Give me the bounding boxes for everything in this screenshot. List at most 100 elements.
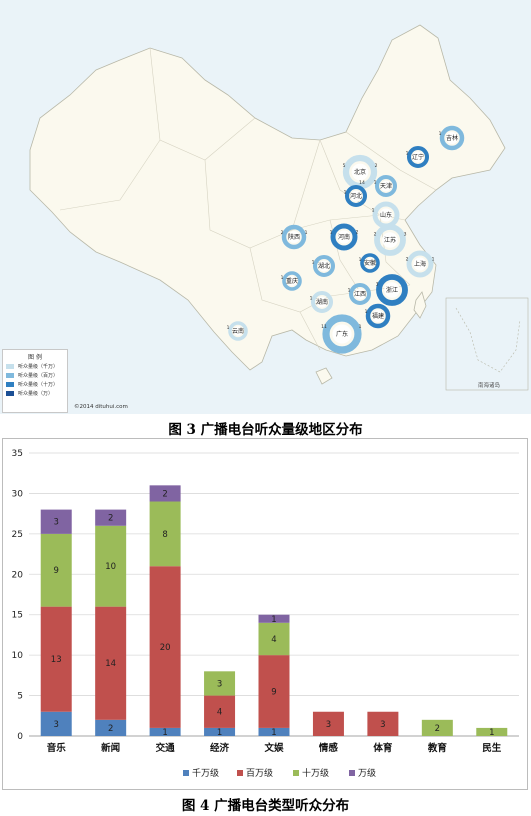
bar-segment (149, 566, 181, 728)
region-count-label: 11 (321, 324, 327, 330)
region-label: 湖南 (316, 298, 328, 306)
south-sea-dashline (455, 307, 521, 373)
genre-audience-chart: 0 5 10 15 20 25 30 35 3 13 9 3 2 14 10 2 1 20 8 2 1 4 3 1 9 4 1 3 3 2… (2, 438, 528, 790)
donut-ring (348, 282, 372, 306)
donut-hole (337, 230, 351, 244)
region-label: 重庆 (286, 277, 298, 285)
bar-segment (258, 614, 290, 623)
x-category-label: 音乐 (47, 742, 67, 754)
region-count-label: 1 (305, 230, 308, 236)
region-count-label: 2 (375, 163, 378, 169)
region-label: 河南 (338, 233, 350, 241)
bar-data-label: 20 (160, 643, 171, 653)
donut-hole (332, 324, 352, 344)
region-marker: 吉林 1 (439, 125, 465, 151)
region-count-label: 1 (359, 257, 362, 263)
donut-ring (439, 125, 465, 151)
bar-data-label: 3 (380, 720, 385, 730)
bar-data-label: 8 (162, 530, 167, 540)
region-label: 广东 (336, 330, 348, 338)
region-label: 陕西 (288, 233, 300, 241)
region-marker: 湖北1 (312, 254, 336, 278)
y-tick-label: 20 (12, 570, 24, 580)
region-marker: 陕西 2 1 (281, 224, 308, 250)
bar-data-label: 13 (51, 655, 62, 665)
bar-data-label: 1 (217, 728, 222, 738)
region-count-label: 14 (359, 180, 365, 186)
donut-ring (406, 145, 430, 169)
y-tick-label: 15 (12, 611, 23, 621)
region-marker: 江西1 (348, 282, 372, 306)
region-count-label: 1 (312, 260, 315, 266)
region-marker: 河北1 (344, 184, 368, 208)
legend-swatch (183, 770, 189, 776)
donut-hole (446, 132, 458, 144)
map-legend-label: 听众量级（千万） (18, 364, 59, 370)
donut-hole (384, 282, 400, 298)
region-count-label: 2 (406, 257, 409, 263)
region-count-label: 1 (344, 190, 347, 196)
donut-ring (360, 253, 380, 273)
donut-hole (351, 163, 369, 181)
map-legend-label: 听众量级（百万） (18, 373, 59, 379)
region-count-label: 1 (281, 275, 284, 281)
bar-segment (367, 711, 399, 736)
legend-label: 十万级 (302, 767, 329, 779)
region-label: 天津 (380, 183, 392, 190)
bar-segment (95, 719, 127, 736)
y-tick-label: 10 (12, 651, 24, 661)
x-category-label: 情感 (318, 742, 339, 754)
region-label: 福建 (372, 312, 384, 320)
region-marker: 辽宁1 (406, 145, 430, 169)
x-category-label: 新闻 (101, 742, 120, 754)
map-legend-title: 图 例 (28, 354, 42, 361)
region-label: 河北 (350, 192, 362, 200)
x-category-label: 教育 (427, 742, 448, 754)
chart-legend: 千万级 百万级 十万级 万级 (183, 767, 376, 779)
bar-segment (40, 711, 72, 736)
x-category-label: 文娱 (263, 742, 284, 754)
region-label: 吉林 (446, 134, 458, 142)
south-sea-inset (445, 297, 529, 391)
donut-ring (374, 224, 406, 256)
bar-data-label: 10 (105, 562, 116, 572)
donut-ring (228, 321, 248, 341)
map-legend-item: 听众量级（千万） (6, 363, 64, 370)
bar-data-label: 9 (54, 566, 59, 576)
bar-segment (204, 727, 236, 736)
bar-segment (40, 533, 72, 607)
region-label: 浙江 (386, 286, 398, 294)
bar-segment (95, 606, 127, 720)
bar-segment (421, 719, 453, 736)
region-marker: 安徽1 (359, 253, 380, 273)
region-count-label: 1 (372, 208, 375, 214)
bar-data-label: 1 (162, 728, 167, 738)
donut-ring (376, 274, 408, 306)
map-legend: 图 例 听众量级（千万） 听众量级（百万） 听众量级（十万） 听众量级（万） (2, 349, 68, 413)
bar-data-label: 2 (108, 724, 113, 734)
bar-segment (258, 655, 290, 728)
region-count-label: 1 (432, 257, 435, 263)
region-count-label: 1 (374, 180, 377, 186)
region-marker: 浙江 3 (376, 274, 408, 306)
region-count-label: 2 (281, 230, 284, 236)
region-label: 山东 (380, 211, 392, 219)
bar-segment (149, 501, 181, 567)
y-tick-label: 35 (12, 449, 23, 459)
region-label: 云南 (232, 327, 244, 335)
bar-data-label: 2 (435, 724, 440, 734)
donut-hole (350, 190, 362, 202)
region-marker: 云南1 (227, 321, 248, 341)
y-tick-label: 30 (12, 489, 24, 499)
donut-hole (365, 258, 375, 268)
y-tick-label: 25 (12, 530, 23, 540)
bar-data-label: 9 (271, 688, 276, 698)
donut-hole (382, 232, 398, 248)
figure-3-caption: 图 3 广播电台听众量级地区分布 (168, 422, 363, 438)
china-outline (29, 24, 506, 371)
map-legend-item: 听众量级（十万） (6, 381, 64, 388)
donut-hole (413, 257, 427, 271)
legend-swatch-icon (6, 373, 14, 378)
hainan-outline (315, 367, 333, 385)
